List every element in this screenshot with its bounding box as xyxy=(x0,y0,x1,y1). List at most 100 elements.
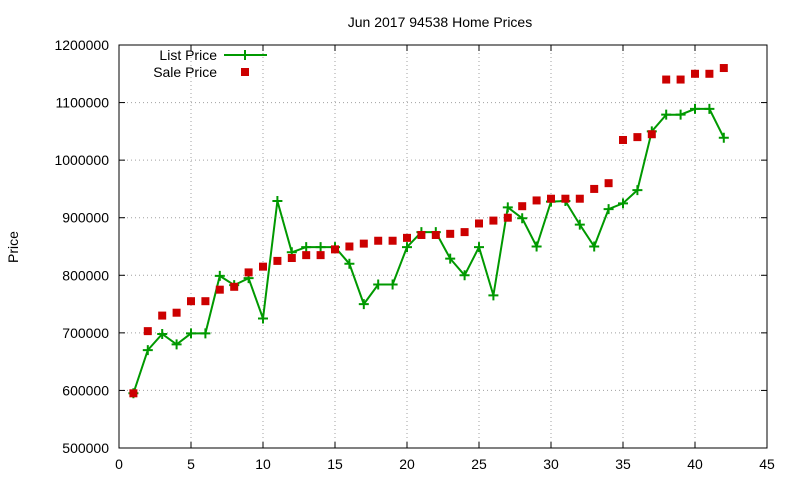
sale-price-point xyxy=(647,130,656,139)
sale-price-point xyxy=(388,236,397,245)
sale-price-point xyxy=(590,184,599,193)
sale-price-point xyxy=(331,245,339,254)
legend-plus-marker xyxy=(240,50,250,60)
sale-price-point xyxy=(561,194,570,203)
sale-price-point xyxy=(489,216,498,225)
list-price-point xyxy=(301,242,312,253)
legend-square-marker xyxy=(241,68,249,76)
list-price-point xyxy=(142,345,153,356)
sale-price-point xyxy=(431,230,440,239)
x-tick-label: 30 xyxy=(543,456,559,472)
list-price-point xyxy=(459,270,470,281)
y-tick-label: 900000 xyxy=(62,210,109,226)
list-price-point xyxy=(675,109,686,120)
list-price-point xyxy=(387,279,398,290)
axis-ticks: 0 5 10 15 20 25 30 35 40 45 500000 600000 700000 8000… xyxy=(54,37,775,472)
x-tick-label: 5 xyxy=(187,456,195,472)
list-price-point xyxy=(488,290,499,301)
sale-price-point xyxy=(446,229,455,238)
list-price-point xyxy=(258,313,268,324)
sale-price-point xyxy=(547,194,555,203)
sale-price-point xyxy=(230,282,239,291)
sale-price-point xyxy=(187,297,195,306)
y-tick-label: 500000 xyxy=(62,440,109,456)
list-price-point xyxy=(157,329,168,340)
sale-price-point xyxy=(143,327,152,336)
x-tick-label: 10 xyxy=(255,456,271,472)
list-price-point xyxy=(589,241,600,252)
list-price-point xyxy=(718,132,729,143)
list-price-point xyxy=(200,328,211,339)
list-price-point xyxy=(502,202,513,213)
legend-label: Sale Price xyxy=(153,64,217,80)
sale-price-point xyxy=(705,69,714,78)
y-tick-label: 1000000 xyxy=(54,152,109,168)
list-price-point xyxy=(661,109,672,120)
sale-price-point xyxy=(374,236,383,245)
sale-price-point xyxy=(129,389,138,398)
sale-price-point xyxy=(158,311,167,320)
list-price-point xyxy=(531,241,542,252)
sale-price-point xyxy=(201,297,210,306)
list-price-point xyxy=(272,196,283,207)
list-price-point xyxy=(704,103,715,114)
sale-price-point xyxy=(359,239,368,248)
list-price-point xyxy=(603,204,614,215)
list-price-point xyxy=(690,103,700,114)
x-tick-label: 35 xyxy=(615,456,631,472)
list-price-point xyxy=(315,242,326,253)
sale-price-point xyxy=(172,308,181,317)
x-tick-label: 15 xyxy=(327,456,343,472)
y-tick-label: 1200000 xyxy=(54,37,109,53)
chart-title: Jun 2017 94538 Home Prices xyxy=(348,14,532,30)
list-price-point xyxy=(171,339,182,350)
x-tick-label: 40 xyxy=(687,456,703,472)
legend-label: List Price xyxy=(159,47,217,63)
x-tick-label: 25 xyxy=(471,456,487,472)
plot-area-border xyxy=(118,44,768,449)
list-price-point xyxy=(474,242,484,253)
sale-price-point xyxy=(316,251,325,260)
sale-price-point xyxy=(691,69,699,78)
list-price-point xyxy=(344,258,355,269)
gridlines xyxy=(119,45,767,448)
x-tick-label: 0 xyxy=(115,456,123,472)
list-price-point xyxy=(214,270,225,281)
sale-price-point xyxy=(619,135,627,144)
series-layer xyxy=(128,64,729,399)
list-price-point xyxy=(402,242,412,253)
list-price-point xyxy=(574,219,585,230)
sale-price-point xyxy=(273,256,282,265)
sale-price-point xyxy=(719,64,728,73)
sale-price-point xyxy=(575,194,584,203)
list-price-point xyxy=(517,213,528,224)
sale-price-point xyxy=(518,202,527,211)
sale-price-point xyxy=(302,251,311,260)
list-price-point xyxy=(632,185,643,196)
list-price-point xyxy=(358,299,369,310)
x-tick-label: 45 xyxy=(759,456,775,472)
list-price-line xyxy=(132,107,725,394)
sale-price-point xyxy=(532,196,541,205)
y-tick-label: 600000 xyxy=(62,382,109,398)
sale-price-point xyxy=(676,75,685,84)
list-price-point xyxy=(445,253,456,264)
y-tick-label: 800000 xyxy=(62,267,109,283)
sale-price-point xyxy=(403,233,411,242)
sale-price-point xyxy=(345,242,354,251)
x-tick-label: 20 xyxy=(399,456,415,472)
y-axis-label: Price xyxy=(5,231,21,263)
sale-price-point xyxy=(215,285,224,294)
list-price-point xyxy=(618,198,628,209)
sale-price-point xyxy=(604,179,613,188)
sale-price-point xyxy=(244,268,253,277)
sale-price-point xyxy=(417,230,426,239)
sale-price-point xyxy=(662,75,671,84)
list-price-point xyxy=(186,328,196,339)
sale-price-point xyxy=(259,262,267,271)
sale-price-point xyxy=(475,219,483,228)
list-price-point xyxy=(373,279,384,290)
y-tick-label: 1100000 xyxy=(56,95,110,111)
